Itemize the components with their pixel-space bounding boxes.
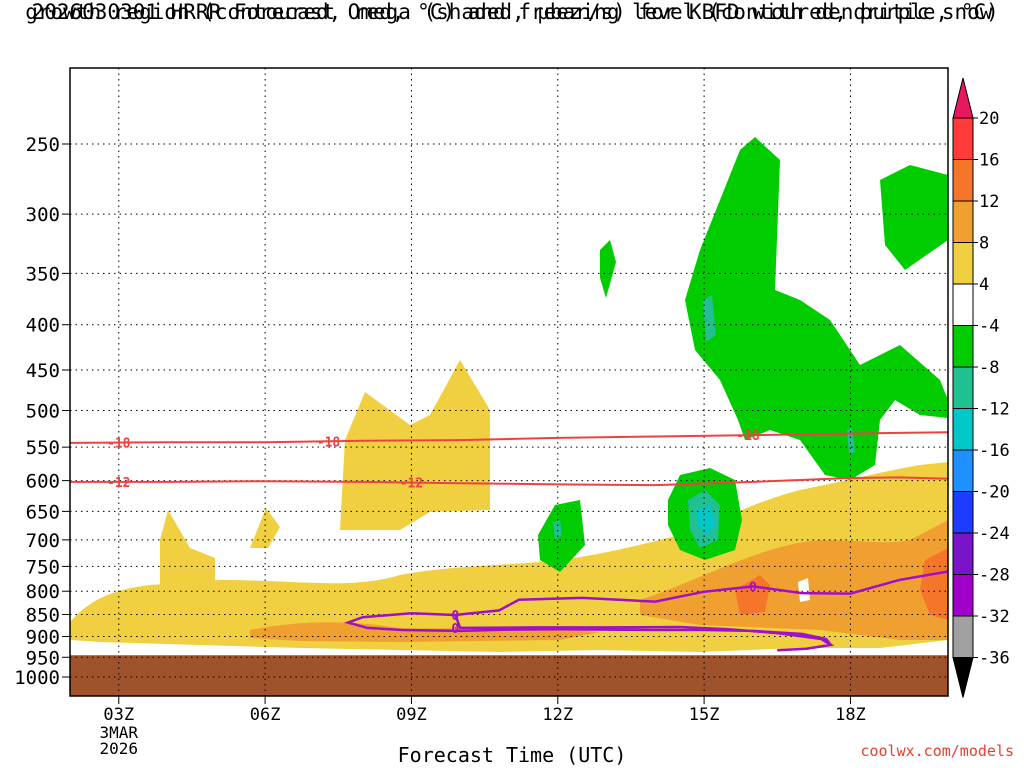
y-tick-label: 900 (26, 626, 60, 648)
colorbar-tick-label: -16 (979, 441, 1010, 461)
x-tick-sublabel: 3MAR (100, 723, 139, 742)
omega-positive-shade (640, 520, 948, 640)
y-tick-label: 450 (26, 360, 60, 382)
colorbar-tick-label: -36 (979, 649, 1010, 669)
colorbar-tick-label: 12 (979, 192, 999, 212)
omega-negative-shade (703, 295, 716, 342)
colorbar-tick-label: -24 (979, 524, 1010, 544)
y-tick-label: 1000 (14, 667, 60, 689)
colorbar-swatch (952, 117, 974, 160)
y-tick-label: 500 (26, 401, 60, 423)
red-contour-label: -18 (317, 435, 341, 450)
y-tick-label: 650 (26, 501, 60, 523)
omega-positive-shade (250, 508, 280, 548)
y-tick-label: 550 (26, 437, 60, 459)
omega-shading (70, 137, 948, 652)
colorbar-tick-label: -8 (979, 358, 999, 378)
red-contour-label: -18 (107, 437, 131, 452)
colorbar-swatch (952, 449, 974, 492)
colorbar-swatch (952, 366, 974, 409)
colorbar-bottom-arrow (952, 657, 974, 698)
colorbar-swatch (952, 408, 974, 451)
colorbar-swatch (952, 200, 974, 243)
purple-contour-label: 0 (749, 580, 757, 595)
y-tick-label: 850 (26, 605, 60, 627)
omega-positive-shade (920, 548, 948, 620)
colorbar-swatch (952, 325, 974, 368)
dendritic-contour-line (70, 476, 949, 487)
y-tick-label: 250 (26, 134, 60, 156)
colorbar-tick-label: 4 (979, 275, 989, 295)
omega-negative-shade (847, 428, 855, 455)
x-axis-label: Forecast Time (UTC) (397, 743, 627, 767)
colorbar-tick-label: -32 (979, 607, 1010, 627)
x-tick-label: 06Z (250, 705, 281, 725)
y-tick-label: 400 (26, 315, 60, 337)
omega-negative-shade (600, 240, 616, 298)
colorbar-top-arrow (952, 77, 974, 119)
colorbar-swatch (952, 242, 974, 285)
x-tick-label: 09Z (396, 705, 427, 725)
red-contour-label: -12 (107, 476, 130, 491)
plot-frame (69, 67, 949, 697)
colorbar-tick-label: 20 (979, 109, 999, 129)
colorbar-tick-label: -4 (979, 317, 999, 337)
omega-positive-shade (160, 510, 215, 585)
colorbar-tick-label: -20 (979, 483, 1010, 503)
colorbar-swatch (952, 574, 974, 617)
omega-negative-shade (685, 137, 948, 480)
omega-positive-shade (340, 360, 490, 530)
y-tick-label: 600 (26, 471, 60, 493)
y-tick-label: 950 (26, 647, 60, 669)
colorbar-tick-label: 16 (979, 151, 999, 171)
omega-positive-shade (798, 578, 810, 602)
y-tick-label: 750 (26, 556, 60, 578)
y-axis: 2503003504004505005506006507007508008509… (14, 134, 70, 689)
colorbar-swatch (952, 491, 974, 534)
red-contour-label: -12 (400, 477, 423, 492)
purple-contour-label: 0 (451, 622, 459, 637)
freezing-level-contour-line (343, 570, 949, 652)
x-tick-label: 03Z (103, 705, 134, 725)
x-tick-label: 12Z (542, 705, 573, 725)
red-contour-label: -18 (736, 429, 760, 444)
chart-title-line2: growth region (contoured, red, °C) and f… (25, 0, 999, 24)
colorbar-tick-label: -28 (979, 566, 1010, 586)
purple-contour-label: 0 (451, 609, 459, 624)
colorbar-swatch (952, 532, 974, 575)
omega-negative-shade (696, 505, 716, 535)
colorbar-swatch (952, 615, 974, 658)
omega-negative-shade (880, 165, 948, 270)
x-tick-label: 15Z (689, 705, 720, 725)
colorbar: 20 16 12 8 4 -4 -8 -12 -16 -20 -24 -28 -32 -36 (952, 77, 1010, 698)
omega-positive-shade (735, 575, 770, 615)
omega-negative-shade (538, 500, 585, 572)
colorbar-swatch (952, 283, 974, 326)
y-tick-label: 700 (26, 530, 60, 552)
y-tick-label: 300 (26, 204, 60, 226)
colorbar-swatch (952, 159, 974, 202)
y-tick-label: 350 (26, 263, 60, 285)
colorbar-tick-label: 8 (979, 234, 989, 254)
dendritic-contour-line (69, 431, 949, 444)
ground-surface (70, 655, 948, 696)
chart-title-line1: 2026030301 HRRR Forecast Omega (shaded, … (31, 0, 993, 24)
x-tick-sublabel: 2026 (100, 739, 139, 758)
credit-text: coolwx.com/models (860, 742, 1014, 760)
y-tick-label: 800 (26, 581, 60, 603)
colorbar-tick-label: -12 (979, 400, 1010, 420)
x-tick-label: 18Z (835, 705, 866, 725)
